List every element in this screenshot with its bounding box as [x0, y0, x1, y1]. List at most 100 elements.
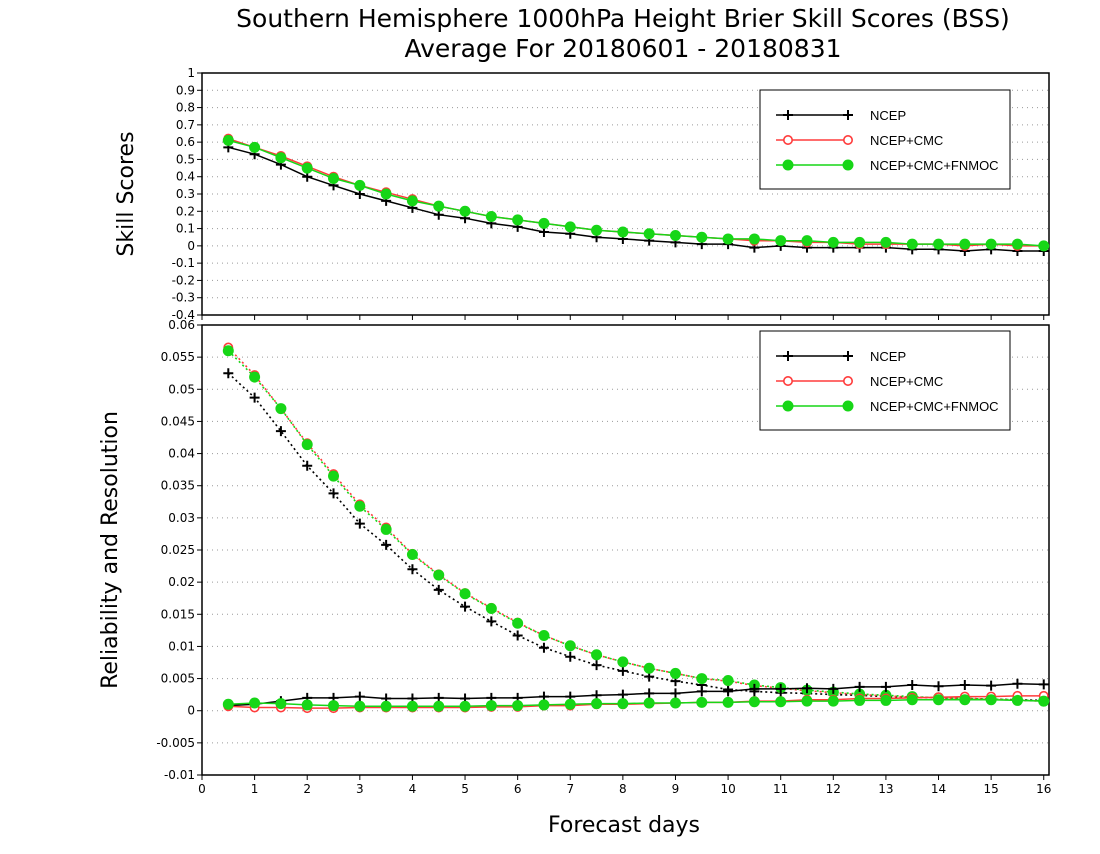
y-tick-label: 0.01 — [168, 639, 195, 653]
y-tick-label: 0.9 — [176, 83, 195, 97]
data-point — [617, 226, 629, 238]
data-point — [565, 651, 576, 662]
data-point — [880, 694, 892, 706]
y-tick-label: 0.8 — [176, 101, 195, 115]
legend-entry: NCEP+CMC+FNMOC — [776, 399, 999, 414]
data-point — [591, 649, 603, 661]
data-point — [775, 696, 787, 708]
data-point — [617, 656, 629, 668]
data-point — [591, 660, 602, 671]
data-point — [591, 224, 603, 236]
data-point — [380, 700, 392, 712]
y-tick-label: -0.005 — [156, 736, 195, 750]
legend-marker — [783, 351, 793, 361]
data-point — [643, 662, 655, 674]
data-point — [906, 238, 918, 250]
data-point — [406, 700, 418, 712]
series-line — [227, 372, 1044, 702]
data-point — [485, 210, 497, 222]
legend-marker — [843, 110, 853, 120]
x-tick-label: 10 — [720, 782, 735, 796]
data-point — [722, 233, 734, 245]
data-point — [222, 698, 234, 710]
data-point — [748, 233, 760, 245]
data-point — [512, 630, 523, 641]
data-point — [354, 691, 365, 702]
data-point — [328, 172, 340, 184]
data-point — [328, 700, 340, 712]
data-point — [748, 696, 760, 708]
data-point — [564, 698, 576, 710]
x-tick-label: 9 — [672, 782, 680, 796]
data-point — [354, 500, 366, 512]
data-point — [538, 699, 550, 711]
data-point — [986, 680, 997, 691]
data-point — [512, 700, 524, 712]
data-point — [538, 642, 549, 653]
data-point — [222, 134, 234, 146]
data-point — [249, 697, 261, 709]
data-point — [328, 470, 340, 482]
data-point — [959, 238, 971, 250]
x-tick-label: 8 — [619, 782, 627, 796]
data-point — [775, 235, 787, 247]
y-tick-label: 0.7 — [176, 118, 195, 132]
x-tick-label: 5 — [461, 782, 469, 796]
y-tick-label: 0.4 — [176, 170, 195, 184]
data-point — [433, 200, 445, 212]
legend-marker — [782, 400, 794, 412]
data-point — [460, 601, 471, 612]
data-point — [617, 698, 629, 710]
legend-entry: NCEP — [776, 108, 906, 123]
legend-label: NCEP+CMC+FNMOC — [870, 399, 999, 414]
data-point — [801, 695, 813, 707]
x-tick-label: 12 — [826, 782, 841, 796]
data-point — [696, 696, 708, 708]
series-2-reliability — [222, 694, 1050, 712]
data-point — [906, 694, 918, 706]
y-tick-label: 0.025 — [161, 543, 195, 557]
data-point — [907, 680, 918, 690]
data-point — [380, 523, 392, 535]
data-point — [433, 569, 445, 581]
data-point — [696, 673, 708, 685]
legend-entry: NCEP+CMC+FNMOC — [776, 158, 999, 173]
x-tick-label: 6 — [514, 782, 522, 796]
series-1-reliability — [223, 690, 1049, 714]
legend-marker — [782, 159, 794, 171]
data-point — [486, 616, 497, 627]
y-tick-label: 0.1 — [176, 222, 195, 236]
data-point — [669, 697, 681, 709]
x-tick-label: 15 — [983, 782, 998, 796]
legend-label: NCEP — [870, 349, 906, 364]
y-tick-label: 0.04 — [168, 447, 195, 461]
legend: NCEP NCEP+CMC NCEP+CMC+FNMOC — [759, 89, 1011, 190]
data-point — [301, 439, 313, 451]
data-point — [275, 698, 287, 710]
data-point — [407, 564, 418, 575]
x-tick-label: 13 — [878, 782, 893, 796]
x-axis-title: Forecast days — [548, 813, 700, 838]
legend-marker — [842, 159, 854, 171]
data-point — [696, 231, 708, 243]
data-point — [275, 152, 287, 164]
plot-frame — [201, 324, 1050, 776]
data-point — [749, 683, 760, 694]
panel-top: -0.4 -0.3 -0.2 -0.1 0 0.1 0.2 0.3 0.4 0.5 0.6 0.7 0.… — [114, 66, 1050, 322]
data-point — [512, 214, 524, 226]
data-point — [1012, 678, 1023, 689]
panel-bottom: -0.01 -0.005 0 0.005 0.01 0.015 0.02 0.025 0.03 0… — [98, 318, 1051, 796]
data-point — [933, 694, 945, 706]
data-point — [249, 371, 261, 383]
data-point — [301, 162, 313, 174]
y-tick-label: -0.2 — [172, 273, 195, 287]
x-tick-label: 4 — [409, 782, 417, 796]
y-tick-label: 0.03 — [168, 511, 195, 525]
data-point — [249, 392, 260, 403]
legend-marker — [782, 375, 793, 386]
y-tick-label: 0 — [187, 704, 195, 718]
legend-label: NCEP+CMC — [870, 133, 943, 148]
data-point — [643, 697, 655, 709]
data-point — [512, 617, 524, 629]
data-point — [222, 345, 234, 357]
